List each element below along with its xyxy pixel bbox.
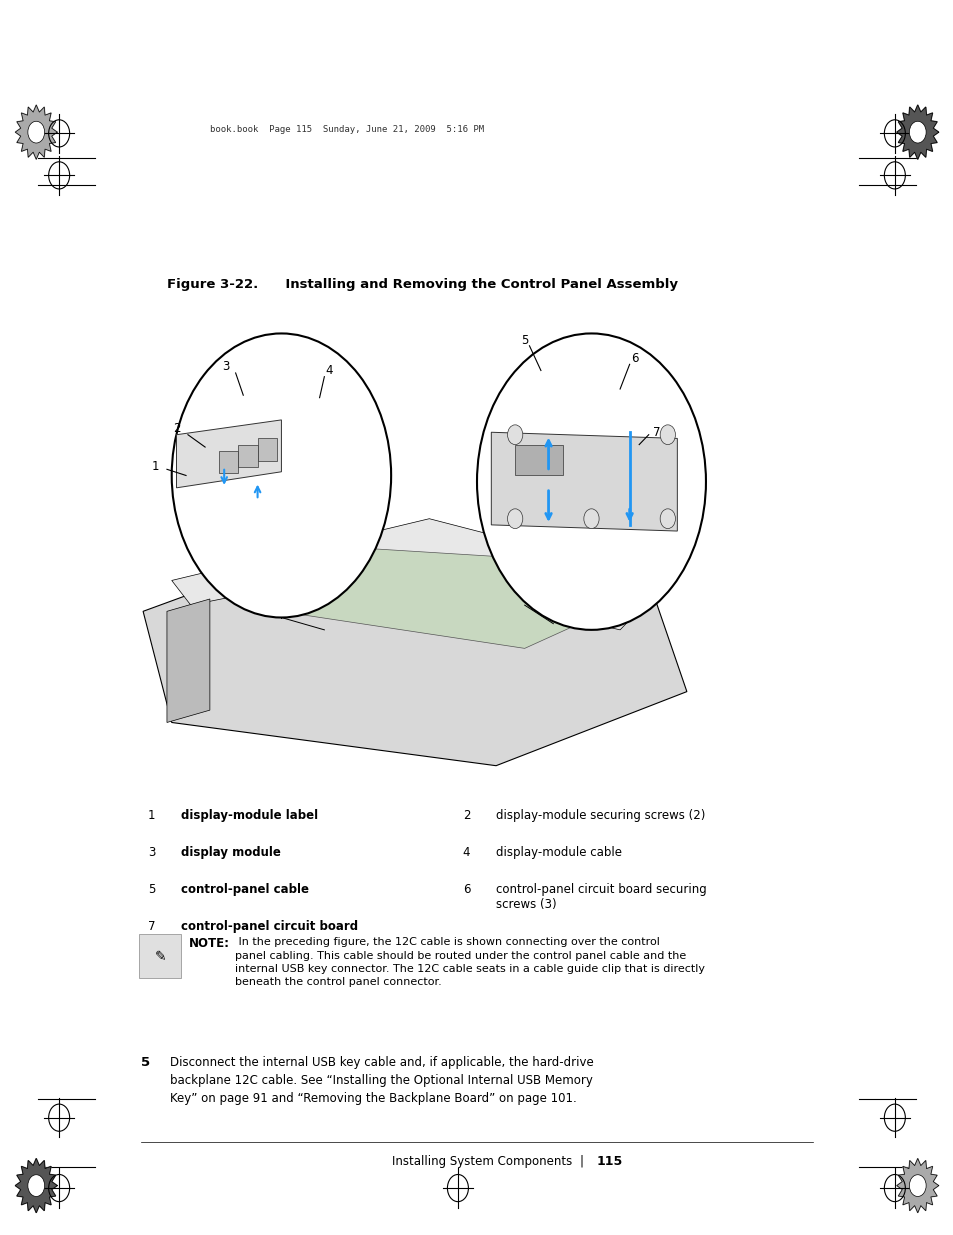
Polygon shape xyxy=(896,1158,938,1213)
Circle shape xyxy=(28,1174,45,1197)
Text: Figure 3-22.    Installing and Removing the Control Panel Assembly: Figure 3-22. Installing and Removing the… xyxy=(167,278,678,290)
Text: 2: 2 xyxy=(172,422,180,435)
Text: 7: 7 xyxy=(652,426,659,438)
Polygon shape xyxy=(491,432,677,531)
Circle shape xyxy=(28,121,45,143)
Circle shape xyxy=(659,509,675,529)
Text: 1: 1 xyxy=(148,809,155,823)
Text: 2: 2 xyxy=(462,809,470,823)
Text: 4: 4 xyxy=(462,846,470,860)
Text: 3: 3 xyxy=(222,361,230,373)
Text: 5: 5 xyxy=(148,883,155,897)
Text: control-panel circuit board securing
screws (3): control-panel circuit board securing scr… xyxy=(496,883,706,911)
Polygon shape xyxy=(15,105,57,159)
Circle shape xyxy=(507,509,522,529)
FancyBboxPatch shape xyxy=(139,934,181,978)
Text: control-panel circuit board: control-panel circuit board xyxy=(181,920,358,934)
Text: display-module cable: display-module cable xyxy=(496,846,621,860)
Text: |: | xyxy=(579,1155,583,1168)
Text: display-module securing screws (2): display-module securing screws (2) xyxy=(496,809,704,823)
Text: 4: 4 xyxy=(325,364,333,377)
Circle shape xyxy=(583,509,598,529)
Text: 5: 5 xyxy=(141,1056,151,1070)
Text: display-module label: display-module label xyxy=(181,809,318,823)
Circle shape xyxy=(908,121,925,143)
Polygon shape xyxy=(238,543,619,648)
Polygon shape xyxy=(172,519,667,630)
Text: display module: display module xyxy=(181,846,281,860)
Circle shape xyxy=(659,425,675,445)
Polygon shape xyxy=(15,1158,57,1213)
Circle shape xyxy=(507,425,522,445)
Text: 5: 5 xyxy=(520,335,528,347)
Text: 6: 6 xyxy=(462,883,470,897)
Text: 115: 115 xyxy=(596,1155,622,1168)
Polygon shape xyxy=(167,599,210,722)
Polygon shape xyxy=(515,445,562,475)
Text: 6: 6 xyxy=(630,352,638,364)
FancyBboxPatch shape xyxy=(238,445,257,467)
Polygon shape xyxy=(896,105,938,159)
Text: ✎: ✎ xyxy=(154,950,166,965)
Text: 1: 1 xyxy=(152,461,159,473)
Circle shape xyxy=(908,1174,925,1197)
Text: Installing System Components: Installing System Components xyxy=(392,1155,572,1168)
Text: Disconnect the internal USB key cable and, if applicable, the hard-drive
backpla: Disconnect the internal USB key cable an… xyxy=(170,1056,593,1105)
Text: 7: 7 xyxy=(148,920,155,934)
Text: book.book  Page 115  Sunday, June 21, 2009  5:16 PM: book.book Page 115 Sunday, June 21, 2009… xyxy=(210,125,483,135)
Text: 3: 3 xyxy=(148,846,155,860)
Circle shape xyxy=(172,333,391,618)
Text: In the preceding figure, the 12C cable is shown connecting over the control
pane: In the preceding figure, the 12C cable i… xyxy=(234,937,704,987)
Polygon shape xyxy=(176,420,281,488)
Polygon shape xyxy=(143,531,686,766)
FancyBboxPatch shape xyxy=(219,451,238,473)
Text: NOTE:: NOTE: xyxy=(189,937,230,951)
Circle shape xyxy=(476,333,705,630)
Text: control-panel cable: control-panel cable xyxy=(181,883,309,897)
FancyBboxPatch shape xyxy=(257,438,276,461)
